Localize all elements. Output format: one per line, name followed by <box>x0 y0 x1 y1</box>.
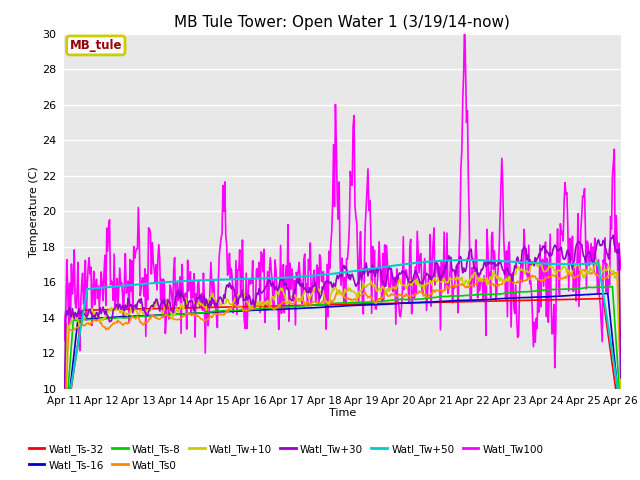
Y-axis label: Temperature (C): Temperature (C) <box>29 166 39 257</box>
Legend: Watl_Ts-32, Watl_Ts-16, Watl_Ts-8, Watl_Ts0, Watl_Tw+10, Watl_Tw+30, Watl_Tw+50,: Watl_Ts-32, Watl_Ts-16, Watl_Ts-8, Watl_… <box>24 439 548 475</box>
Text: MB_tule: MB_tule <box>70 39 122 52</box>
Title: MB Tule Tower: Open Water 1 (3/19/14-now): MB Tule Tower: Open Water 1 (3/19/14-now… <box>175 15 510 30</box>
X-axis label: Time: Time <box>329 408 356 418</box>
